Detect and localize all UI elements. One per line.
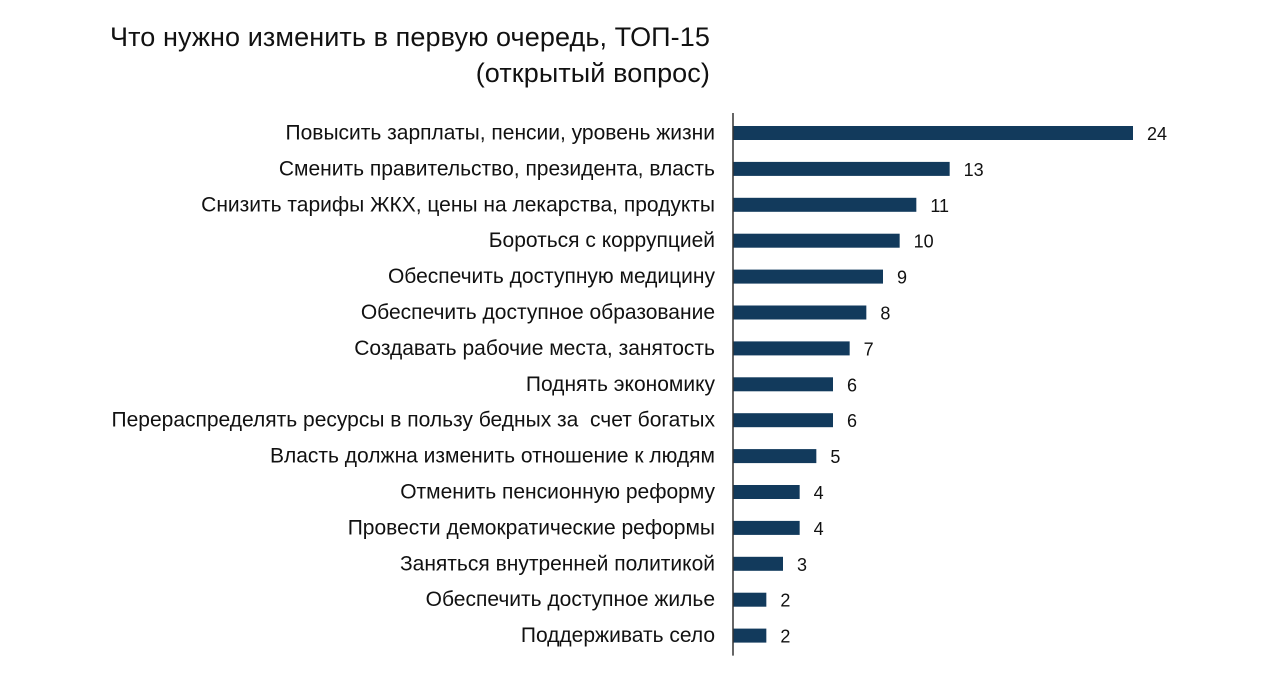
- category-label: Власть должна изменить отношение к людям: [270, 445, 715, 468]
- category-label: Повысить зарплаты, пенсии, уровень жизни: [286, 122, 715, 145]
- value-label: 5: [830, 447, 840, 467]
- value-label: 13: [964, 160, 984, 180]
- bars-group: [733, 126, 1133, 643]
- bar: [733, 341, 850, 356]
- value-label: 7: [864, 339, 874, 359]
- bar: [733, 485, 800, 499]
- bar: [733, 413, 833, 428]
- value-label: 9: [897, 268, 907, 288]
- category-label: Бороться с коррупцией: [489, 229, 715, 252]
- category-label: Обеспечить доступное образование: [361, 301, 715, 324]
- value-label: 10: [914, 232, 934, 252]
- category-label: Провести демократические реформы: [348, 516, 715, 539]
- chart-title: Что нужно изменить в первую очередь, ТОП…: [109, 22, 710, 52]
- category-label: Перераспределять ресурсы в пользу бедных…: [112, 409, 716, 432]
- category-label: Обеспечить доступное жилье: [426, 588, 715, 611]
- value-label: 2: [780, 591, 790, 611]
- category-label: Поддерживать село: [521, 624, 715, 647]
- bar: [733, 592, 767, 607]
- value-label: 4: [814, 483, 824, 503]
- category-label: Снизить тарифы ЖКХ, цены на лекарства, п…: [201, 193, 715, 216]
- value-label: 11: [930, 196, 949, 216]
- bar: [733, 628, 767, 643]
- bar: [733, 233, 900, 248]
- value-label: 6: [847, 411, 857, 431]
- value-label: 2: [780, 627, 790, 647]
- value-label: 4: [814, 519, 824, 539]
- bar: [733, 556, 783, 571]
- bar: [733, 377, 833, 392]
- category-labels-group: Повысить зарплаты, пенсии, уровень жизни…: [112, 122, 716, 648]
- bar: [733, 305, 867, 320]
- category-label: Поднять экономику: [526, 373, 716, 396]
- bar: [733, 269, 883, 284]
- bar: [733, 520, 800, 535]
- category-label: Сменить правительство, президента, власт…: [279, 157, 715, 180]
- value-label: 3: [797, 555, 807, 575]
- bar: [733, 126, 1133, 140]
- value-label: 6: [847, 375, 857, 395]
- category-label: Создавать рабочие места, занятость: [354, 337, 715, 360]
- bar: [733, 197, 917, 212]
- bar: [733, 161, 950, 176]
- chart-subtitle: (открытый вопрос): [475, 58, 710, 88]
- category-label: Обеспечить доступную медицину: [388, 265, 716, 288]
- value-label: 24: [1147, 124, 1167, 144]
- bar: [733, 449, 817, 464]
- value-label: 8: [880, 304, 890, 324]
- category-label: Заняться внутренней политикой: [400, 552, 715, 575]
- category-label: Отменить пенсионную реформу: [400, 481, 715, 504]
